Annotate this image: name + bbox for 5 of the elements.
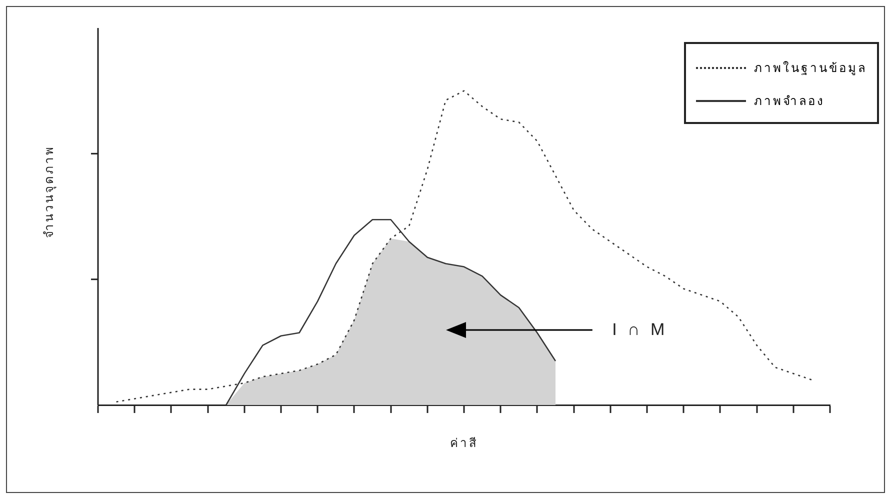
- y-axis-title: จำนวนจุดภาพ: [40, 145, 58, 238]
- legend-label: ภาพในฐานข้อมูล: [754, 60, 867, 77]
- annotation: I ∩ M: [612, 320, 668, 340]
- legend-label: ภาพจำลอง: [754, 93, 825, 110]
- x-axis-title: ค่าสี: [450, 435, 478, 452]
